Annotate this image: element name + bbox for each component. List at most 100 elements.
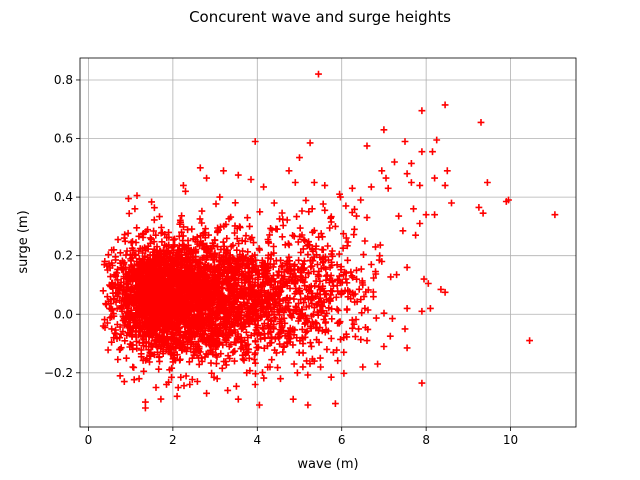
data-point — [318, 308, 325, 316]
data-point — [294, 369, 301, 377]
data-point — [195, 354, 202, 362]
data-point — [257, 335, 264, 343]
data-point — [212, 200, 220, 208]
data-point — [120, 259, 128, 266]
data-point — [433, 136, 441, 144]
data-point — [314, 261, 321, 268]
data-point — [272, 225, 280, 233]
data-point — [160, 340, 168, 348]
data-point — [370, 274, 377, 282]
data-point — [290, 295, 298, 303]
data-point — [105, 260, 113, 268]
data-point — [129, 345, 137, 353]
data-point — [159, 350, 167, 357]
data-point — [361, 237, 369, 245]
data-point — [173, 325, 181, 333]
data-point — [188, 225, 196, 233]
data-point — [357, 196, 365, 204]
data-point — [174, 261, 182, 268]
data-point — [158, 229, 166, 236]
data-point — [393, 271, 400, 279]
data-point — [319, 200, 327, 208]
data-point — [138, 276, 146, 284]
data-point — [270, 260, 278, 268]
data-point — [132, 274, 140, 282]
data-point — [150, 227, 157, 235]
data-point — [178, 228, 185, 236]
data-point — [185, 309, 193, 317]
data-point — [340, 348, 348, 356]
data-point — [301, 294, 309, 302]
data-point — [249, 288, 256, 296]
data-point — [293, 213, 300, 220]
data-point — [143, 267, 151, 275]
data-point — [211, 236, 219, 244]
data-point — [149, 316, 157, 324]
y-tick-label: 0.8 — [54, 73, 73, 87]
data-point — [133, 345, 141, 352]
data-point — [127, 284, 135, 291]
data-point — [289, 270, 297, 278]
data-point — [380, 309, 388, 317]
data-point — [242, 262, 250, 269]
data-point — [238, 305, 246, 313]
data-point — [268, 334, 275, 342]
data-point — [111, 281, 119, 288]
data-point — [168, 281, 176, 288]
data-point — [291, 290, 299, 298]
data-point — [232, 276, 240, 283]
data-point — [147, 339, 155, 347]
data-point — [146, 251, 154, 259]
data-point — [117, 249, 124, 257]
data-point — [141, 244, 148, 252]
data-point — [213, 303, 221, 311]
data-point — [326, 224, 334, 232]
data-point — [327, 218, 335, 226]
data-point — [245, 354, 253, 362]
data-point — [301, 237, 309, 245]
data-point — [310, 253, 318, 261]
data-point — [149, 267, 157, 275]
data-point — [275, 267, 283, 275]
data-point — [157, 395, 165, 403]
data-point — [101, 316, 108, 323]
data-point — [342, 275, 350, 283]
data-point — [169, 294, 177, 302]
data-point — [242, 350, 249, 358]
data-point — [267, 251, 275, 258]
data-point — [108, 338, 115, 346]
data-point — [350, 231, 358, 238]
data-point — [171, 272, 178, 280]
data-point — [333, 346, 341, 354]
data-point — [319, 303, 326, 310]
data-point — [422, 211, 430, 219]
chart-title: Concurent wave and surge heights — [189, 8, 451, 26]
data-point — [306, 139, 314, 147]
data-point — [105, 298, 112, 305]
data-point — [141, 262, 148, 269]
data-point — [223, 250, 230, 257]
data-point — [191, 257, 199, 265]
data-point — [120, 266, 127, 274]
data-point — [187, 345, 195, 353]
data-point — [344, 286, 352, 294]
data-point — [114, 276, 121, 284]
data-point — [403, 344, 411, 352]
data-point — [300, 264, 308, 272]
data-point — [334, 287, 341, 295]
data-point — [119, 288, 127, 296]
data-point — [224, 387, 232, 394]
data-point — [306, 241, 314, 249]
data-point — [252, 370, 259, 378]
data-point — [136, 295, 144, 303]
data-point — [202, 225, 209, 233]
grid — [80, 58, 576, 427]
data-point — [136, 327, 144, 335]
data-point — [244, 345, 252, 353]
data-point — [163, 257, 171, 265]
data-point — [386, 332, 394, 340]
data-point — [278, 327, 286, 335]
data-point — [163, 344, 170, 351]
data-point — [211, 249, 219, 257]
data-point — [147, 288, 154, 295]
